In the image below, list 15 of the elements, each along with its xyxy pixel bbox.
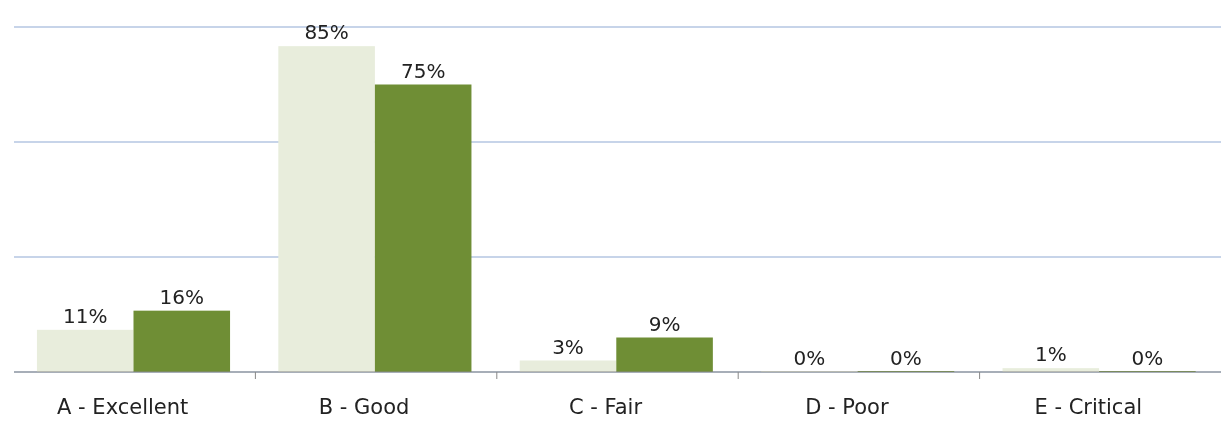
x-tick-label: C - Fair <box>568 395 643 419</box>
data-label: 75% <box>400 58 446 83</box>
data-label: 16% <box>159 284 204 309</box>
data-label: 11% <box>62 303 108 328</box>
x-tick-label: A - Excellent <box>57 395 189 419</box>
x-tick-label: D - Poor <box>805 395 889 419</box>
data-label: 0% <box>890 346 922 370</box>
data-label: 0% <box>793 346 826 370</box>
data-label: 0% <box>1131 346 1164 370</box>
x-tick-label: E - Critical <box>1034 395 1143 419</box>
data-label: 1% <box>1034 342 1067 367</box>
data-label: 3% <box>552 334 584 359</box>
data-label: 85% <box>304 20 349 45</box>
x-tick-label: B - Good <box>318 395 410 419</box>
data-label: 9% <box>648 311 681 336</box>
